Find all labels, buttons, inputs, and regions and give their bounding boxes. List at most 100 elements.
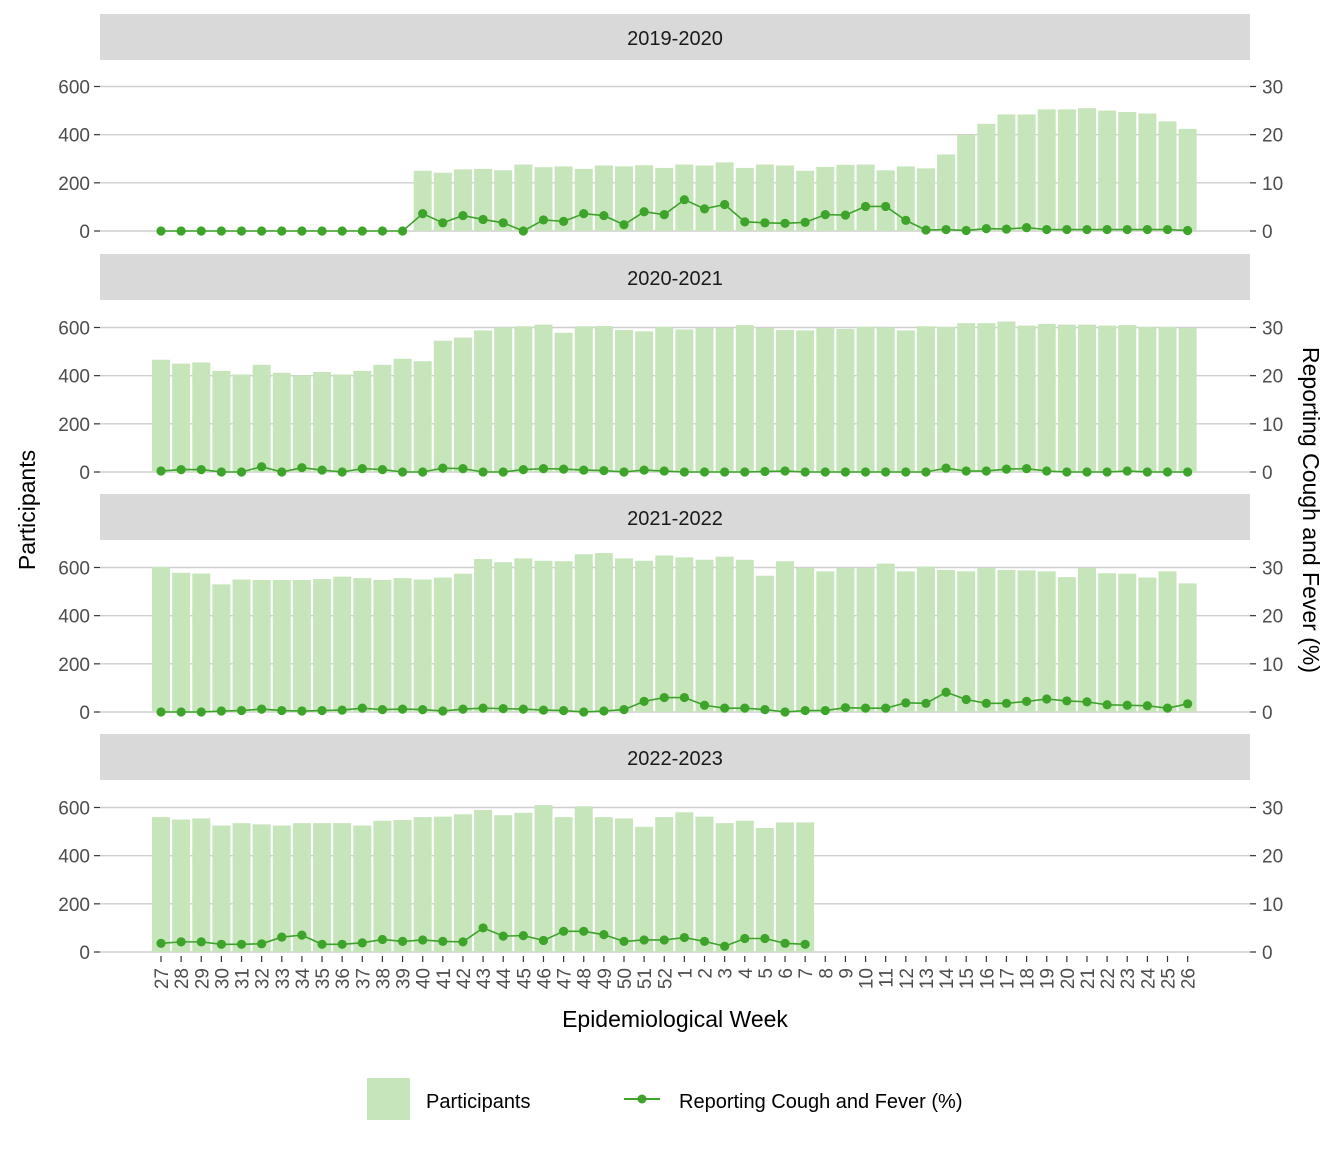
participants-bar xyxy=(1057,324,1076,472)
participants-bar xyxy=(1037,571,1056,712)
cough-fever-point xyxy=(659,210,669,220)
x-tick-label: 33 xyxy=(273,968,294,989)
participants-bar xyxy=(635,165,654,231)
participants-bar xyxy=(695,165,714,231)
participants-bar xyxy=(272,825,291,952)
legend: Participants Reporting Cough and Fever (… xyxy=(367,1078,962,1120)
cough-fever-point xyxy=(478,923,488,933)
cough-fever-point xyxy=(377,934,388,945)
cough-fever-point xyxy=(518,464,528,475)
cough-fever-point xyxy=(860,467,871,477)
cough-fever-point xyxy=(458,210,468,221)
cough-fever-point xyxy=(619,467,629,477)
cough-fever-point xyxy=(196,226,206,236)
participants-bar xyxy=(1077,324,1096,472)
cough-fever-point xyxy=(1062,696,1072,706)
cough-fever-point xyxy=(881,201,891,212)
y-tick-label: 400 xyxy=(58,367,90,388)
cough-fever-point xyxy=(297,706,307,716)
y-tick-label: 200 xyxy=(58,655,90,676)
participants-bar xyxy=(735,325,754,472)
cough-fever-point xyxy=(438,463,448,473)
participants-bar xyxy=(594,817,613,952)
x-tick-label: 2 xyxy=(696,968,717,979)
cough-fever-point xyxy=(1042,466,1052,476)
cough-fever-point xyxy=(800,467,810,477)
cough-fever-point xyxy=(699,467,710,477)
cough-fever-point xyxy=(579,707,589,717)
cough-fever-point xyxy=(297,463,307,473)
x-tick-label: 19 xyxy=(1038,968,1059,989)
x-tick-label: 15 xyxy=(957,968,978,989)
participants-bar xyxy=(453,814,472,952)
cough-fever-point xyxy=(478,703,488,713)
x-tick-label: 23 xyxy=(1118,968,1139,989)
participants-bar xyxy=(1178,327,1197,472)
cough-fever-point xyxy=(176,226,186,236)
cough-fever-point xyxy=(840,210,851,220)
cough-fever-point xyxy=(599,210,609,221)
cough-fever-point xyxy=(1082,224,1092,235)
cough-fever-point xyxy=(1183,225,1193,236)
participants-bar xyxy=(534,805,553,952)
x-tick-label: 37 xyxy=(353,968,374,989)
participants-bar xyxy=(735,559,754,712)
cough-fever-point xyxy=(216,467,226,477)
cough-fever-point xyxy=(699,936,710,947)
cough-fever-point xyxy=(760,704,770,715)
participants-bar xyxy=(977,323,996,472)
cough-fever-point xyxy=(518,704,528,714)
participants-bar xyxy=(614,558,633,712)
y2-tick-label: 30 xyxy=(1262,78,1283,99)
cough-fever-point xyxy=(1001,464,1012,474)
cough-fever-point xyxy=(961,466,971,476)
x-tick-label: 10 xyxy=(857,968,878,989)
legend-participants-key xyxy=(367,1078,410,1120)
x-tick-label: 38 xyxy=(373,968,394,989)
cough-fever-point xyxy=(377,226,388,236)
y2-tick-label: 0 xyxy=(1262,703,1273,724)
cough-fever-point xyxy=(176,464,186,475)
cough-fever-point xyxy=(740,703,750,713)
cough-fever-point xyxy=(156,226,166,236)
cough-fever-point xyxy=(317,465,327,475)
y-tick-label: 600 xyxy=(58,78,90,99)
x-tick-label: 27 xyxy=(152,968,173,989)
cough-fever-point xyxy=(619,936,629,947)
cough-fever-point xyxy=(559,705,569,716)
participants-bar xyxy=(695,816,714,952)
participants-bar xyxy=(474,330,493,472)
participants-bar xyxy=(776,822,795,952)
cough-fever-point xyxy=(196,707,206,717)
participants-bar xyxy=(876,170,895,231)
participants-bar xyxy=(494,170,513,231)
participants-bar xyxy=(997,114,1016,231)
x-tick-label: 43 xyxy=(474,968,495,989)
facet-2019-2020: 2019-2020 0 0 200 10 400 20 600 30 xyxy=(58,14,1283,243)
y-tick-label: 400 xyxy=(58,126,90,147)
y2-axis-title: Reporting Cough and Fever (%) xyxy=(1298,347,1324,673)
x-tick-label: 21 xyxy=(1078,968,1099,989)
participants-bar xyxy=(816,327,835,472)
participants-bar xyxy=(635,331,654,472)
participants-bar xyxy=(413,361,432,472)
cough-fever-point xyxy=(1082,467,1092,477)
cough-fever-point xyxy=(901,467,911,477)
participants-bar xyxy=(534,167,553,231)
cough-fever-point xyxy=(901,698,911,708)
y-tick-label: 200 xyxy=(58,415,90,436)
cough-fever-point xyxy=(236,467,247,477)
participants-bar xyxy=(735,820,754,952)
cough-fever-point xyxy=(458,704,468,714)
participants-bar xyxy=(655,326,674,472)
y-tick-label: 200 xyxy=(58,174,90,195)
participants-bar xyxy=(453,169,472,231)
participants-bar xyxy=(152,359,170,472)
x-tick-label: 50 xyxy=(615,968,636,989)
participants-bar xyxy=(916,566,935,712)
x-tick-label: 17 xyxy=(997,968,1018,989)
cough-fever-point xyxy=(438,936,448,947)
y2-tick-label: 20 xyxy=(1262,126,1283,147)
participants-bar xyxy=(1138,327,1157,472)
cough-fever-point xyxy=(679,467,689,477)
